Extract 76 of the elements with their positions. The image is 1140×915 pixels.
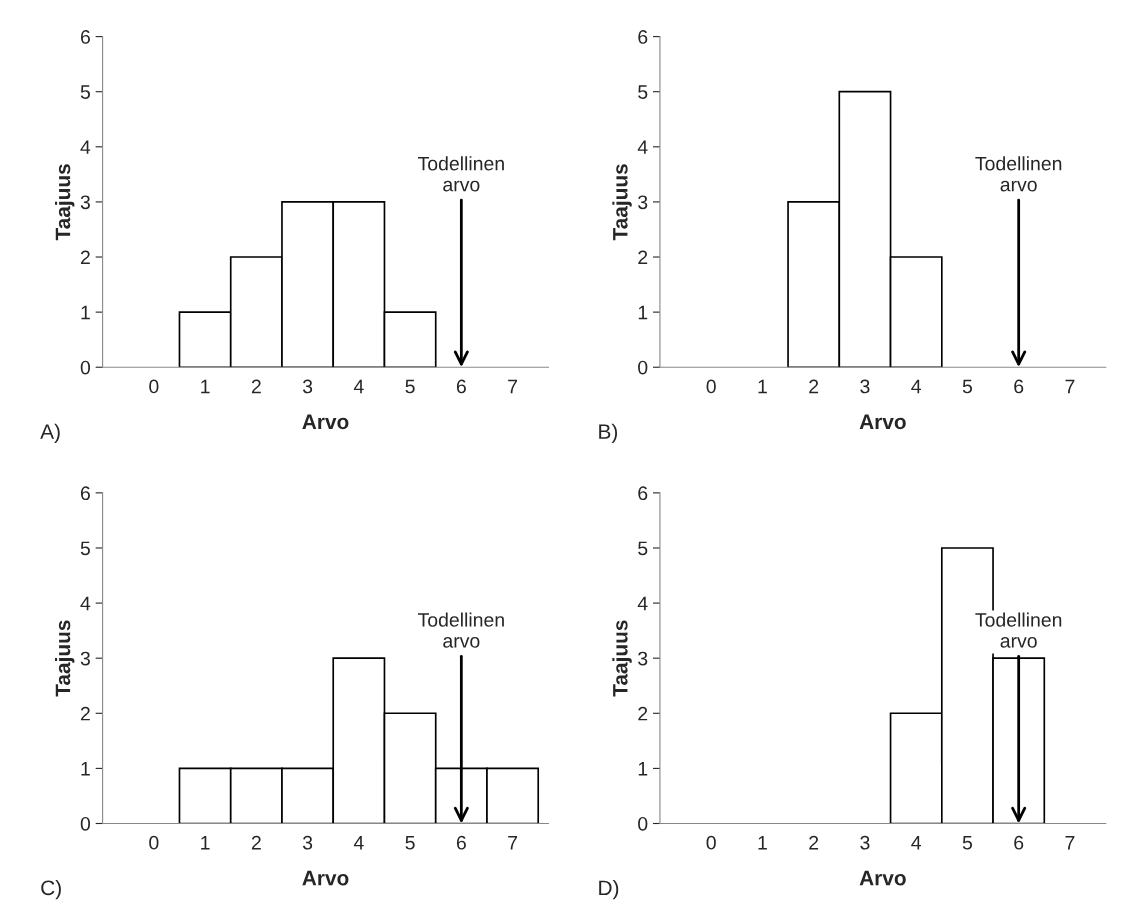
x-tick-label: 4 (353, 836, 364, 850)
x-tick-label: 5 (405, 379, 415, 394)
x-axis-title: Arvo (859, 870, 906, 886)
x-tick-label: 2 (251, 835, 261, 850)
x-tick-label: 5 (962, 836, 973, 850)
x-tick-label: 3 (860, 835, 870, 850)
y-tick-label: 3 (638, 195, 648, 210)
y-tick-label: 1 (81, 305, 90, 320)
x-tick-label: 6 (456, 835, 466, 850)
y-tick-label: 6 (638, 30, 648, 44)
y-tick-label: 1 (81, 762, 90, 776)
x-tick-label: 2 (809, 379, 819, 394)
x-tick-label: 0 (706, 835, 716, 850)
x-tick-label: 7 (508, 836, 518, 850)
y-tick-label: 5 (80, 85, 90, 99)
y-tick-label: 1 (638, 762, 648, 776)
annotation: Todellinen arvo (418, 156, 504, 192)
x-tick-label: 3 (302, 379, 313, 394)
y-tick-label: 2 (80, 250, 90, 265)
x-axis-title: Arvo (302, 414, 349, 430)
x-tick-label: 6 (1014, 835, 1024, 850)
x-tick-label: 0 (149, 835, 159, 850)
x-tick-label: 6 (1014, 379, 1024, 394)
x-tick-label: 4 (911, 836, 922, 850)
y-tick-label: 6 (80, 486, 90, 501)
y-tick-label: 4 (637, 596, 648, 611)
x-tick-label: 2 (251, 379, 261, 394)
y-axis-title: Taajuus (55, 620, 75, 697)
y-tick-label: 0 (638, 816, 648, 831)
annotation: Todellinen arvo (975, 156, 1062, 192)
x-tick-label: 7 (508, 379, 518, 394)
annotation: Todellinen arvo (975, 612, 1062, 648)
x-tick-label: 4 (353, 379, 364, 394)
y-tick-label: 3 (80, 195, 90, 210)
x-tick-label: 5 (962, 379, 973, 394)
y-tick-label: 2 (638, 250, 648, 265)
x-tick-label: 1 (758, 379, 767, 394)
x-tick-label: 2 (809, 835, 819, 850)
y-tick-label: 3 (80, 651, 90, 666)
x-tick-label: 1 (201, 379, 210, 394)
y-axis-title: Taajuus (55, 164, 75, 241)
y-tick-label: 4 (80, 140, 91, 154)
y-tick-label: 2 (80, 706, 90, 721)
y-tick-label: 5 (638, 85, 648, 99)
y-tick-label: 6 (80, 30, 90, 44)
y-tick-label: 5 (638, 541, 648, 556)
y-tick-label: 1 (638, 305, 648, 320)
x-tick-label: 3 (302, 835, 313, 850)
x-tick-label: 7 (1065, 836, 1075, 850)
x-tick-label: 0 (706, 379, 716, 394)
y-tick-label: 4 (80, 596, 91, 611)
y-tick-label: 0 (80, 816, 91, 831)
y-tick-label: 0 (80, 360, 91, 375)
x-tick-label: 7 (1065, 379, 1075, 394)
x-tick-label: 3 (860, 379, 870, 394)
x-tick-label: 5 (405, 836, 415, 850)
annotation: Todellinen arvo (418, 612, 504, 648)
text: C) (41, 879, 61, 900)
y-tick-label: 6 (638, 486, 648, 501)
x-tick-label: 6 (456, 379, 466, 394)
x-tick-label: 1 (758, 836, 767, 850)
x-axis-title: Arvo (302, 870, 349, 886)
x-tick-label: 1 (201, 836, 210, 850)
y-tick-label: 0 (638, 360, 648, 375)
x-tick-label: 4 (911, 379, 922, 394)
y-tick-label: 5 (80, 541, 90, 556)
y-axis-title: Taajuus (612, 620, 632, 697)
text: A) (40, 423, 60, 444)
y-tick-label: 4 (637, 140, 648, 154)
y-tick-label: 3 (638, 651, 648, 666)
text: B) (599, 423, 618, 444)
x-axis-title: Arvo (859, 414, 906, 430)
y-axis-title: Taajuus (612, 164, 632, 241)
x-tick-label: 0 (149, 379, 159, 394)
y-tick-label: 2 (638, 706, 648, 721)
text: D) (599, 879, 619, 900)
